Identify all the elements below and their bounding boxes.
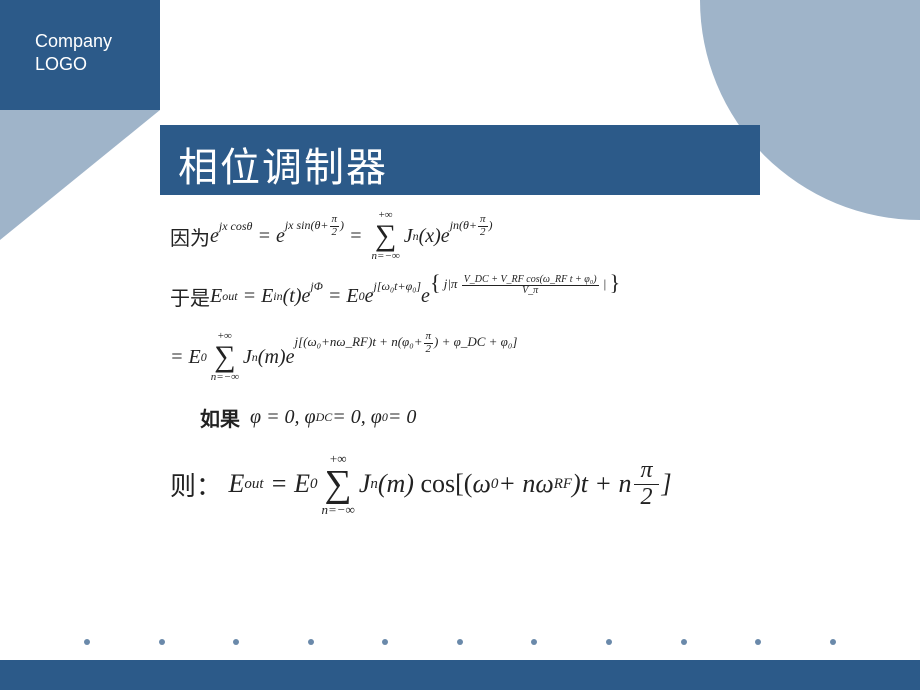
- logo-block: Company LOGO: [0, 0, 160, 110]
- eq2-prefix: 于是: [170, 282, 210, 311]
- eq1-mid-base: e: [276, 225, 285, 248]
- condition: 如果 φ = 0, φDC = 0, φ0 = 0: [200, 403, 890, 432]
- slide-title: 相位调制器: [160, 125, 760, 195]
- eq1-lhs-exp: jx cosθ: [219, 219, 253, 234]
- equation-final: 则： Eout = E0 +∞ ∑ n=−∞ Jn(m) cos[( ω0 + …: [170, 452, 890, 516]
- final-prefix: 则：: [170, 466, 222, 503]
- eq3-sigma: +∞ ∑ n=−∞: [211, 331, 239, 383]
- eq1-sigma: +∞ ∑ n=−∞: [372, 210, 400, 262]
- eq1-J: J: [404, 225, 413, 248]
- logo-line1: Company: [35, 30, 160, 53]
- footer-dots: [0, 639, 920, 645]
- final-sigma: +∞ ∑ n=−∞: [322, 452, 355, 516]
- eq1-prefix: 因为: [170, 222, 210, 251]
- cond-prefix: 如果: [200, 403, 240, 432]
- equation-1: 因为 e jx cosθ = e jx sin(θ+π2) = +∞ ∑ n=−…: [170, 210, 890, 262]
- logo-line2: LOGO: [35, 53, 160, 76]
- footer-bar: [0, 660, 920, 690]
- final-frac: π 2: [634, 458, 658, 509]
- eq1-rhs-exp: jn(θ+π2): [450, 214, 493, 238]
- equation-3: = E0 +∞ ∑ n=−∞ Jn(m) e j[(ω₀+nω_RF)t + n…: [170, 331, 890, 383]
- eq1-lhs-base: e: [210, 225, 219, 248]
- content-area: 因为 e jx cosθ = e jx sin(θ+π2) = +∞ ∑ n=−…: [170, 210, 890, 536]
- side-triangle: [0, 110, 160, 240]
- equation-2: 于是 Eout = Ein(t) ejΦ = E0 ej[ω₀t+φ₀] e {…: [170, 282, 890, 311]
- eq1-mid-exp: jx sin(θ+π2): [285, 214, 344, 238]
- eq3-exp: j[(ω₀+nω_RF)t + n(φ₀+π2) + φ_DC + φ₀]: [294, 331, 517, 355]
- eq2-bigexp: { j|π V_DC + V_RF cos(ω_RF t + φ₀) V_π |…: [430, 268, 620, 296]
